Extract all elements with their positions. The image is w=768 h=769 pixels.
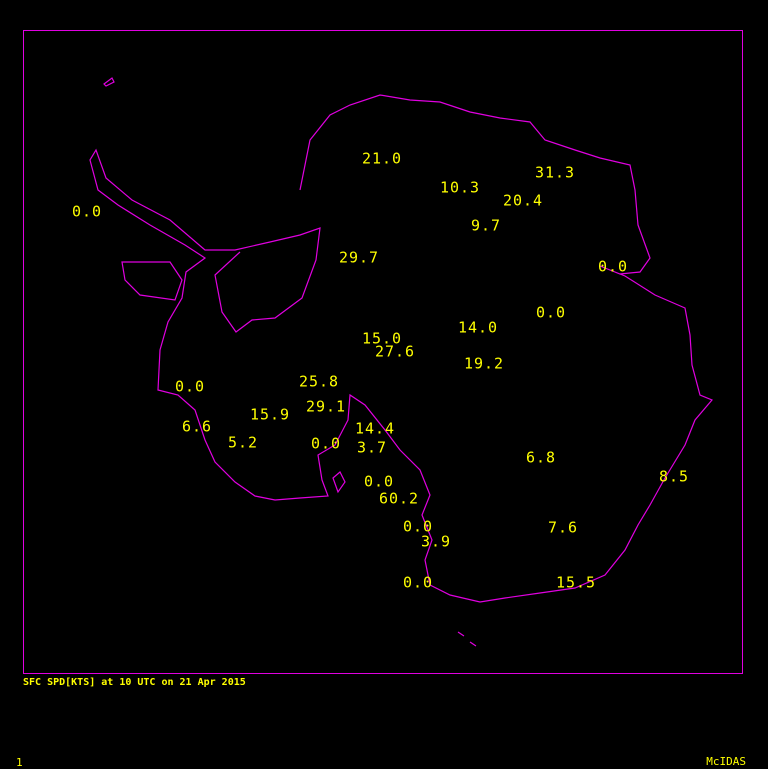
station-wind-speed: 3.9	[420, 532, 452, 551]
station-wind-speed: 6.6	[181, 417, 213, 436]
station-wind-speed: 5.2	[227, 433, 259, 452]
station-wind-speed: 0.0	[71, 202, 103, 221]
station-wind-speed: 3.7	[356, 438, 388, 457]
station-wind-speed: 27.6	[374, 342, 416, 361]
station-wind-speed: 19.2	[463, 354, 505, 373]
station-wind-speed: 15.5	[555, 573, 597, 592]
island	[121, 261, 183, 301]
station-wind-speed: 15.9	[249, 405, 291, 424]
map-frame	[23, 30, 743, 674]
station-wind-speed: 29.1	[305, 397, 347, 416]
station-wind-speed: 0.0	[310, 434, 342, 453]
frame-number: 1	[16, 756, 23, 769]
station-wind-speed: 14.4	[354, 419, 396, 438]
station-wind-speed: 0.0	[597, 257, 629, 276]
station-wind-speed: 20.4	[502, 191, 544, 210]
station-wind-speed: 7.6	[547, 518, 579, 537]
station-wind-speed: 60.2	[378, 489, 420, 508]
software-label: McIDAS	[706, 755, 746, 768]
station-wind-speed: 15.0	[361, 329, 403, 348]
station-wind-speed: 21.0	[361, 149, 403, 168]
station-wind-speed: 31.3	[534, 163, 576, 182]
station-wind-speed: 29.7	[338, 248, 380, 267]
station-wind-speed: 0.0	[174, 377, 206, 396]
station-wind-speed: 0.0	[402, 573, 434, 592]
station-wind-speed: 8.5	[658, 467, 690, 486]
station-wind-speed: 0.0	[363, 472, 395, 491]
station-wind-speed: 6.8	[525, 448, 557, 467]
station-wind-speed: 10.3	[439, 178, 481, 197]
island	[457, 631, 477, 647]
map-caption: SFC SPD[KTS] at 10 UTC on 21 Apr 2015	[23, 677, 246, 688]
station-wind-speed: 0.0	[402, 517, 434, 536]
station-wind-speed: 0.0	[535, 303, 567, 322]
station-wind-speed: 9.7	[470, 216, 502, 235]
antarctica-coastline	[89, 94, 713, 603]
island	[332, 471, 346, 494]
station-wind-speed: 14.0	[457, 318, 499, 337]
island	[103, 77, 115, 87]
station-wind-speed: 25.8	[298, 372, 340, 391]
